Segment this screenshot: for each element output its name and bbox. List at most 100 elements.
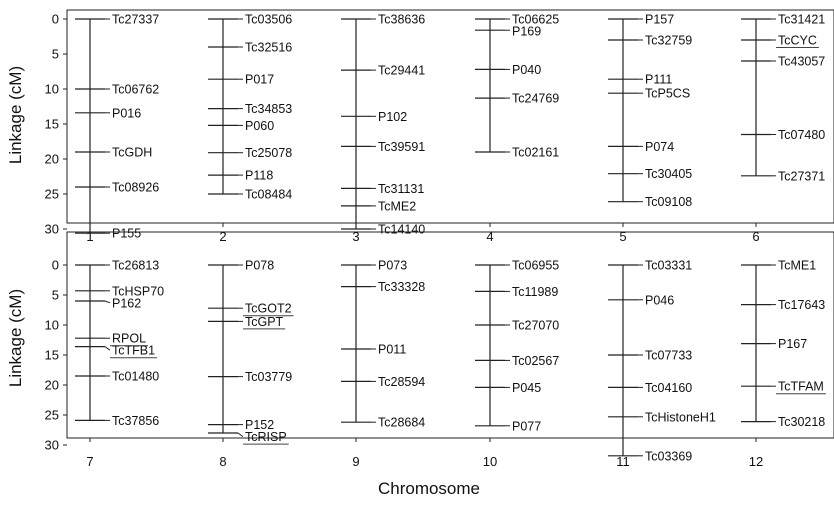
y-tick-label: 15	[45, 117, 59, 132]
marker-label-tc17643: Tc17643	[778, 298, 825, 312]
marker-label-tc29441: Tc29441	[378, 64, 425, 78]
y-tick-label: 10	[45, 318, 59, 333]
marker-label-p060: P060	[245, 119, 274, 133]
marker-label-tcme1: TcME1	[778, 259, 816, 273]
x-axis-title: Chromosome	[378, 479, 480, 498]
marker-label-tcgdh: TcGDH	[112, 146, 152, 160]
marker-label-tc31131: Tc31131	[378, 182, 424, 196]
marker-label-tc06762: Tc06762	[112, 83, 159, 97]
y-tick-label: 0	[52, 12, 59, 27]
chromosome-label-4: 4	[486, 229, 493, 244]
chromosome-label-10: 10	[483, 454, 497, 469]
y-tick-label: 20	[45, 152, 59, 167]
marker-label-p152: P152	[245, 418, 274, 432]
marker-label-tc32759: Tc32759	[645, 34, 692, 48]
marker-label-tc02161: Tc02161	[512, 146, 559, 160]
marker-label-tctfb1: TcTFB1	[112, 344, 155, 358]
y-tick-label: 25	[45, 408, 59, 423]
chromosome-label-3: 3	[352, 229, 359, 244]
marker-label-tc07733: Tc07733	[645, 349, 692, 363]
marker-label-tcgot2: TcGOT2	[245, 302, 292, 316]
marker-label-tc08926: Tc08926	[112, 181, 159, 195]
chromosome-label-11: 11	[616, 454, 630, 469]
chromosome-label-2: 2	[219, 229, 226, 244]
marker-label-tc32516: Tc32516	[245, 41, 292, 55]
marker-label-tcme2: TcME2	[378, 199, 416, 213]
marker-label-p169: P169	[512, 25, 541, 39]
y-tick-label: 15	[45, 348, 59, 363]
marker-label-tchistoneh1: TcHistoneH1	[645, 410, 716, 424]
marker-label-tc07480: Tc07480	[778, 128, 825, 142]
marker-label-tc30405: Tc30405	[645, 167, 692, 181]
marker-label-p118: P118	[245, 169, 273, 183]
marker-label-tc03506: Tc03506	[245, 13, 292, 27]
marker-label-p111: P111	[645, 73, 672, 87]
marker-label-tc27371: Tc27371	[778, 169, 825, 183]
marker-label-tc06625: Tc06625	[512, 13, 559, 27]
marker-label-tc37856: Tc37856	[112, 414, 159, 428]
y-axis-title-top: Linkage (cM)	[6, 66, 25, 164]
marker-label-tc06955: Tc06955	[512, 259, 559, 273]
marker-label-tc04160: Tc04160	[645, 381, 692, 395]
marker-label-rpol: RPOL	[112, 332, 146, 346]
marker-connector	[104, 346, 111, 351]
marker-label-tc14140: Tc14140	[378, 223, 425, 237]
marker-label-tctfam: TcTFAM	[778, 380, 824, 394]
y-tick-label: 20	[45, 378, 59, 393]
marker-label-p073: P073	[378, 259, 407, 273]
marker-label-p157: P157	[645, 13, 674, 27]
marker-label-tc43057: Tc43057	[778, 55, 825, 69]
chromosome-label-1: 1	[86, 229, 93, 244]
marker-label-tcrisp: TcRISP	[245, 430, 287, 444]
marker-label-tc11989: Tc11989	[512, 285, 558, 299]
marker-label-p046: P046	[645, 293, 674, 307]
chart-panel-bottom: 0510152025307Tc26813TcHSP70P162RPOLTcTFB…	[45, 231, 834, 469]
marker-label-tc30218: Tc30218	[778, 415, 825, 429]
marker-label-tc31421: Tc31421	[778, 13, 825, 27]
y-tick-label: 25	[45, 187, 59, 202]
chromosome-label-8: 8	[219, 454, 226, 469]
marker-label-tc03369: Tc03369	[645, 449, 692, 463]
plot-frame	[66, 9, 834, 224]
chromosome-label-9: 9	[352, 454, 359, 469]
marker-label-tc03779: Tc03779	[245, 370, 292, 384]
chromosome-label-7: 7	[86, 454, 93, 469]
marker-label-tc25078: Tc25078	[245, 146, 292, 160]
marker-label-p011: P011	[378, 343, 406, 357]
marker-label-tccyc: TcCYC	[778, 34, 817, 48]
y-tick-label: 30	[45, 222, 59, 237]
marker-label-tc24769: Tc24769	[512, 92, 559, 106]
marker-label-tc28594: Tc28594	[378, 375, 425, 389]
chromosome-label-5: 5	[619, 229, 626, 244]
marker-label-p045: P045	[512, 381, 541, 395]
marker-label-p017: P017	[245, 73, 274, 87]
marker-label-p167: P167	[778, 337, 807, 351]
marker-label-tc39591: Tc39591	[378, 140, 425, 154]
marker-label-tc28684: Tc28684	[378, 416, 425, 430]
marker-label-tc01480: Tc01480	[112, 370, 159, 384]
y-tick-label: 5	[52, 288, 59, 303]
marker-label-tcgpt: TcGPT	[245, 315, 284, 329]
marker-connector	[237, 432, 244, 438]
marker-label-p016: P016	[112, 106, 141, 120]
marker-label-tc09108: Tc09108	[645, 195, 692, 209]
marker-label-tc38636: Tc38636	[378, 13, 425, 27]
plot-frame	[66, 231, 834, 439]
chromosome-label-6: 6	[752, 229, 759, 244]
y-axis-title-bottom: Linkage (cM)	[6, 289, 25, 387]
marker-label-p155: P155	[112, 227, 141, 241]
marker-label-p162: P162	[112, 296, 141, 310]
y-tick-label: 30	[45, 438, 59, 453]
y-tick-label: 5	[52, 47, 59, 62]
marker-label-tc03331: Tc03331	[645, 259, 692, 273]
marker-label-p074: P074	[645, 140, 674, 154]
marker-label-tchsp70: TcHSP70	[112, 284, 164, 298]
marker-connector	[104, 300, 111, 304]
marker-label-p077: P077	[512, 419, 541, 433]
chromosome-label-12: 12	[749, 454, 763, 469]
marker-label-tcp5cs: TcP5CS	[645, 87, 690, 101]
y-tick-label: 0	[52, 258, 59, 273]
marker-label-tc08484: Tc08484	[245, 188, 292, 202]
marker-label-p102: P102	[378, 110, 407, 124]
